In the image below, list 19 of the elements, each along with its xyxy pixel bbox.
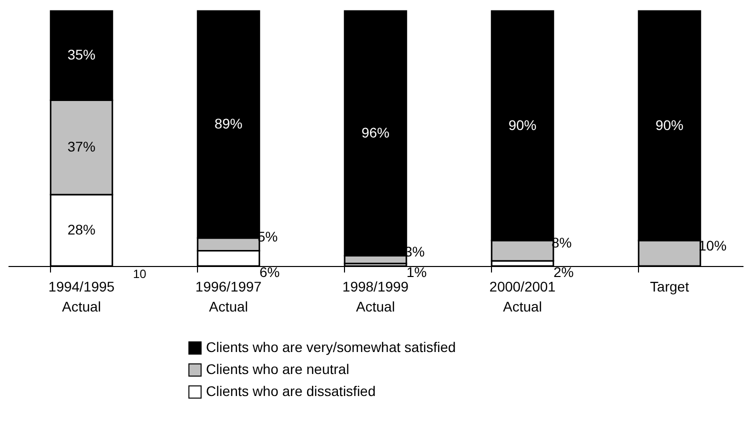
legend-label: Clients who are very/somewhat satisfied xyxy=(206,339,456,355)
x-tick-label: Target xyxy=(650,278,690,294)
data-label: 28% xyxy=(67,221,96,238)
data-label: 37% xyxy=(67,138,96,154)
x-tick-label: 1996/1997 Actual xyxy=(195,278,262,314)
x-tick-label: 1994/1995 Actual xyxy=(48,278,115,314)
legend-label: Clients who are neutral xyxy=(206,361,350,377)
x-tick-label: 2000/2001 Actual xyxy=(489,278,556,314)
legend-label: Clients who are dissatisfied xyxy=(206,383,376,399)
x-tick-label: 1998/1999 Actual xyxy=(342,278,409,314)
data-label: 89% xyxy=(214,115,243,132)
data-label: 90% xyxy=(655,116,684,133)
data-label: 2% xyxy=(554,264,574,280)
data-label: 96% xyxy=(361,124,390,140)
data-label: 35% xyxy=(67,46,96,63)
data-label: 90% xyxy=(508,116,537,133)
data-label: 6% xyxy=(260,264,280,280)
data-label: 1% xyxy=(406,264,427,280)
text: 10 xyxy=(133,267,147,281)
